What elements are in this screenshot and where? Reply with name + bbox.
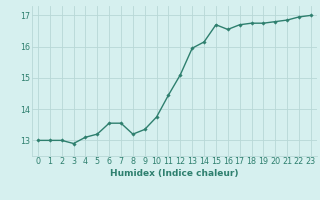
X-axis label: Humidex (Indice chaleur): Humidex (Indice chaleur) (110, 169, 239, 178)
